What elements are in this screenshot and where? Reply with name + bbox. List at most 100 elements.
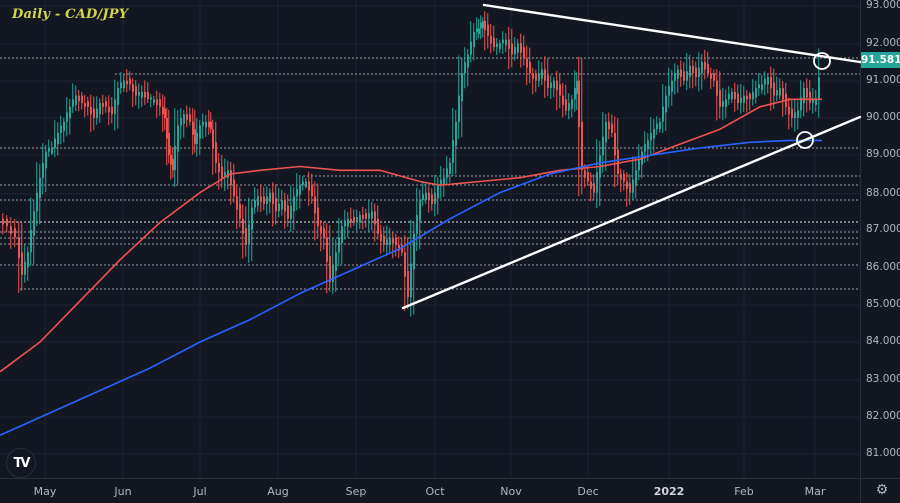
candle-body bbox=[413, 233, 415, 270]
candle-body bbox=[565, 99, 567, 111]
candle-body bbox=[484, 20, 486, 31]
candle-body bbox=[45, 151, 47, 169]
candle-body bbox=[701, 61, 703, 74]
time-axis-label: Nov bbox=[500, 485, 522, 498]
candle-body bbox=[668, 86, 670, 96]
candle-body bbox=[93, 108, 95, 118]
time-axis-label: Feb bbox=[734, 485, 754, 498]
candle-body bbox=[260, 196, 262, 202]
candle-body bbox=[623, 173, 625, 182]
candle-body bbox=[302, 181, 304, 186]
candle-body bbox=[221, 166, 223, 178]
candle-body bbox=[815, 99, 817, 105]
candle-body bbox=[108, 106, 110, 113]
candle-body bbox=[568, 103, 570, 111]
candle-body bbox=[392, 237, 394, 244]
candle-body bbox=[480, 22, 482, 29]
candle-body bbox=[578, 80, 580, 128]
tradingview-logo-icon[interactable]: TV bbox=[6, 448, 36, 478]
price-axis-label: 92.000 bbox=[866, 37, 900, 49]
candle-body bbox=[749, 93, 751, 100]
candle-body bbox=[254, 200, 256, 208]
candle-body bbox=[617, 149, 619, 174]
candle-body bbox=[773, 82, 775, 96]
candle-body bbox=[347, 218, 349, 227]
candle-body bbox=[51, 147, 53, 154]
candle-body bbox=[434, 192, 436, 204]
candle-body bbox=[14, 228, 16, 238]
candle-body bbox=[210, 121, 212, 130]
candle-body bbox=[205, 121, 207, 128]
candle-body bbox=[344, 220, 346, 227]
candle-body bbox=[746, 95, 748, 100]
candle-body bbox=[800, 97, 802, 111]
candle-body bbox=[365, 213, 367, 219]
candle-body bbox=[761, 84, 763, 90]
candle-body bbox=[194, 129, 196, 145]
candle-body bbox=[42, 162, 44, 178]
price-axis-label: 83.000 bbox=[866, 373, 900, 385]
candle-body bbox=[338, 237, 340, 253]
candle-body bbox=[788, 106, 790, 115]
candle-body bbox=[72, 99, 74, 107]
candle-body bbox=[269, 192, 271, 202]
candle-body bbox=[308, 181, 310, 191]
candle-body bbox=[614, 132, 616, 156]
candle-body bbox=[39, 177, 41, 199]
candle-body bbox=[743, 95, 745, 104]
candle-body bbox=[192, 121, 194, 135]
candle-body bbox=[248, 224, 250, 245]
candle-body bbox=[731, 91, 733, 100]
candle-body bbox=[410, 263, 412, 298]
candle-body bbox=[662, 106, 664, 122]
price-axis-label: 84.000 bbox=[866, 335, 900, 347]
candle-body bbox=[329, 256, 331, 283]
price-axis-label: 81.000 bbox=[866, 447, 900, 459]
candle-body bbox=[638, 159, 640, 171]
candle-body bbox=[478, 28, 480, 34]
candle-body bbox=[464, 61, 466, 74]
candle-body bbox=[455, 121, 457, 146]
candle-body bbox=[431, 194, 433, 204]
candle-body bbox=[517, 43, 519, 53]
candle-body bbox=[317, 207, 319, 227]
price-axis-label: 86.000 bbox=[866, 261, 900, 273]
candle-body bbox=[239, 203, 241, 219]
candle-body bbox=[650, 132, 652, 141]
candle-body bbox=[180, 117, 182, 126]
candle-body bbox=[502, 39, 504, 44]
candle-body bbox=[553, 80, 555, 89]
time-axis-label: 2022 bbox=[653, 485, 685, 498]
candle-body bbox=[170, 155, 172, 165]
candle-body bbox=[147, 91, 149, 100]
chart-title: Daily - CAD/JPY bbox=[12, 7, 129, 22]
candle-body bbox=[138, 91, 140, 96]
candle-body bbox=[57, 132, 59, 145]
candle-body bbox=[626, 181, 628, 189]
candle-body bbox=[511, 43, 513, 55]
candle-body bbox=[526, 58, 528, 68]
time-axis-label: Jul bbox=[193, 485, 207, 498]
candle-body bbox=[608, 121, 610, 130]
candle-body bbox=[520, 43, 522, 53]
candle-body bbox=[734, 91, 736, 100]
candle-body bbox=[487, 24, 489, 36]
candle-body bbox=[755, 88, 757, 98]
candle-body bbox=[550, 82, 552, 89]
settings-gear-icon[interactable]: ⚙ bbox=[875, 481, 889, 497]
candle-body bbox=[60, 125, 62, 133]
candle-body bbox=[437, 185, 439, 199]
candle-body bbox=[81, 95, 83, 104]
candle-body bbox=[461, 73, 463, 102]
highlight-circle bbox=[813, 52, 831, 70]
candle-body bbox=[629, 183, 631, 193]
highlight-circle bbox=[796, 131, 814, 149]
candle-body bbox=[374, 211, 376, 225]
candle-body bbox=[335, 252, 337, 272]
candle-body bbox=[602, 136, 604, 156]
candle-body bbox=[605, 121, 607, 143]
candle-body bbox=[559, 84, 561, 96]
candle-body bbox=[129, 78, 131, 85]
